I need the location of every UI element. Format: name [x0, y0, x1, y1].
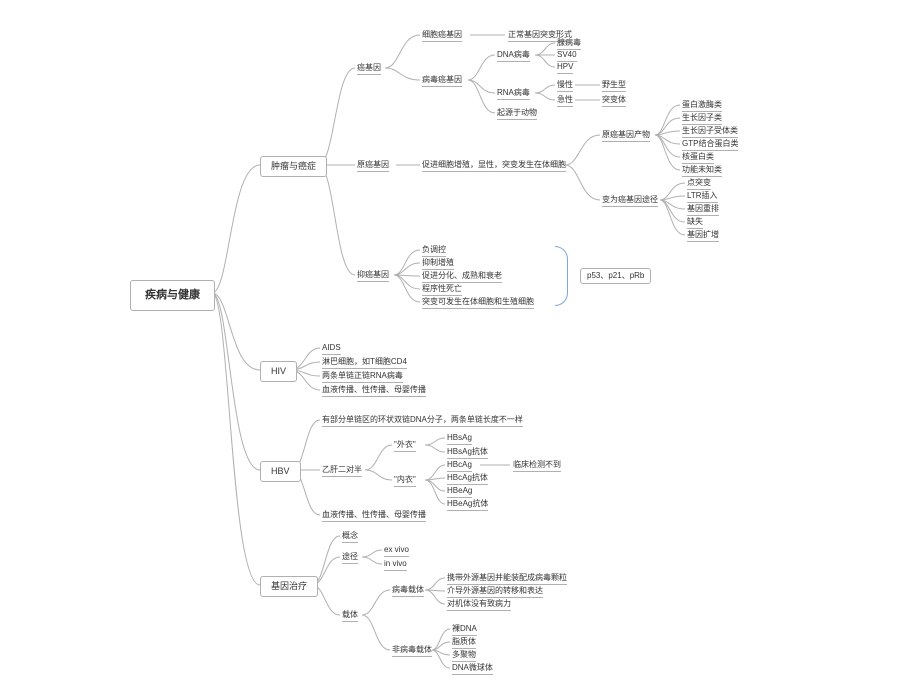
node-path-a: 点突变: [687, 178, 711, 188]
node-from-animal: 起源于动物: [497, 108, 537, 118]
node-gt-vector: 载体: [342, 610, 358, 620]
node-supp-c: 促进分化、成熟和衰老: [422, 271, 502, 281]
node-gt-nv-b: 脂质体: [452, 637, 476, 647]
node-prod-b: 生长因子类: [682, 113, 722, 123]
node-prod-f: 功能未知类: [682, 165, 722, 175]
node-dna-virus: DNA病毒: [497, 50, 530, 60]
node-gt-nv-a: 裸DNA: [452, 624, 477, 634]
node-tumor: 肿瘤与癌症: [260, 156, 327, 177]
node-hbv-outer: "外衣": [394, 440, 416, 450]
node-hbv-out-b: HBsAg抗体: [447, 447, 488, 457]
node-path-d: 缺失: [687, 217, 703, 227]
node-hbv-pair: 乙肝二对半: [322, 465, 362, 475]
node-hbv-in-d: HBeAg抗体: [447, 499, 488, 509]
node-proto-oncogene: 原癌基因: [357, 160, 389, 170]
node-hiv-c: 两条单链正链RNA病毒: [322, 371, 403, 381]
node-hbv-c: 血液传播、性传播、母婴传播: [322, 510, 426, 520]
node-proto-note: 促进细胞增殖，显性，突变发生在体细胞: [422, 160, 566, 170]
node-hiv-b: 淋巴细胞，如T细胞CD4: [322, 357, 407, 367]
node-hbv-a: 有部分单链区的环状双链DNA分子，两条单链长度不一样: [322, 415, 523, 425]
node-supp-a: 负调控: [422, 245, 446, 255]
node-gene-therapy: 基因治疗: [260, 576, 318, 597]
node-hbv-in-b: HBcAg抗体: [447, 473, 488, 483]
node-rna-mutant: 突变体: [602, 95, 626, 105]
node-cell-oncogene: 细胞癌基因: [422, 30, 462, 40]
node-supp-e: 突变可发生在体细胞和生殖细胞: [422, 297, 534, 307]
node-gt-route: 途径: [342, 552, 358, 562]
node-hbv-out-a: HBsAg: [447, 433, 472, 443]
node-hiv: HIV: [260, 361, 297, 382]
node-hbv-in-c: HBeAg: [447, 486, 472, 496]
node-prod-d: GTP结合蛋白类: [682, 139, 738, 149]
brace-suppressor: [555, 246, 568, 306]
node-gt-viral-b: 介导外源基因的转移和表达: [447, 586, 543, 596]
node-dna-b: SV40: [557, 50, 577, 60]
node-gt-route-b: in vivo: [384, 559, 407, 569]
node-gt-nonviral: 非病毒载体: [392, 645, 432, 655]
node-gt-viral: 病毒载体: [392, 585, 424, 595]
node-prod-c: 生长因子受体类: [682, 126, 738, 136]
node-prod-e: 核蛋白类: [682, 152, 714, 162]
node-hbv-in-a: HBcAg: [447, 460, 472, 470]
node-prod-a: 蛋白激酶类: [682, 100, 722, 110]
node-path-c: 基因重排: [687, 204, 719, 214]
node-hbv: HBV: [260, 461, 301, 482]
node-hiv-a: AIDS: [322, 343, 341, 353]
node-supp-b: 抑制增殖: [422, 258, 454, 268]
root-node: 疾病与健康: [130, 280, 215, 311]
node-dna-c: HPV: [557, 62, 573, 72]
node-rna-wild: 野生型: [602, 80, 626, 90]
node-gt-concept: 概念: [342, 531, 358, 541]
node-viral-oncogene: 病毒癌基因: [422, 75, 462, 85]
node-oncogene: 癌基因: [357, 63, 381, 73]
node-proto-products: 原癌基因产物: [602, 130, 650, 140]
node-to-cancer: 变为癌基因途径: [602, 195, 658, 205]
node-gt-route-a: ex vivo: [384, 545, 409, 555]
node-rna-virus: RNA病毒: [497, 88, 530, 98]
node-gt-nv-c: 多聚物: [452, 650, 476, 660]
node-path-e: 基因扩增: [687, 230, 719, 240]
node-rna-slow: 慢性: [557, 80, 573, 90]
node-supp-examples: p53、p21、pRb: [580, 268, 651, 284]
node-dna-a: 腺病毒: [557, 38, 581, 48]
node-path-b: LTR插入: [687, 191, 718, 201]
node-gt-viral-c: 对机体没有致病力: [447, 599, 511, 609]
node-hbcag-note: 临床检测不到: [513, 460, 561, 470]
node-gt-nv-d: DNA微球体: [452, 663, 493, 673]
node-gt-viral-a: 携带外源基因并能装配成病毒颗粒: [447, 573, 567, 583]
node-supp-d: 程序性死亡: [422, 284, 462, 294]
node-rna-acute: 急性: [557, 95, 573, 105]
node-hbv-inner: "内衣": [394, 475, 416, 485]
node-hiv-d: 血液传播、性传播、母婴传播: [322, 385, 426, 395]
node-suppressor: 抑癌基因: [357, 270, 389, 280]
